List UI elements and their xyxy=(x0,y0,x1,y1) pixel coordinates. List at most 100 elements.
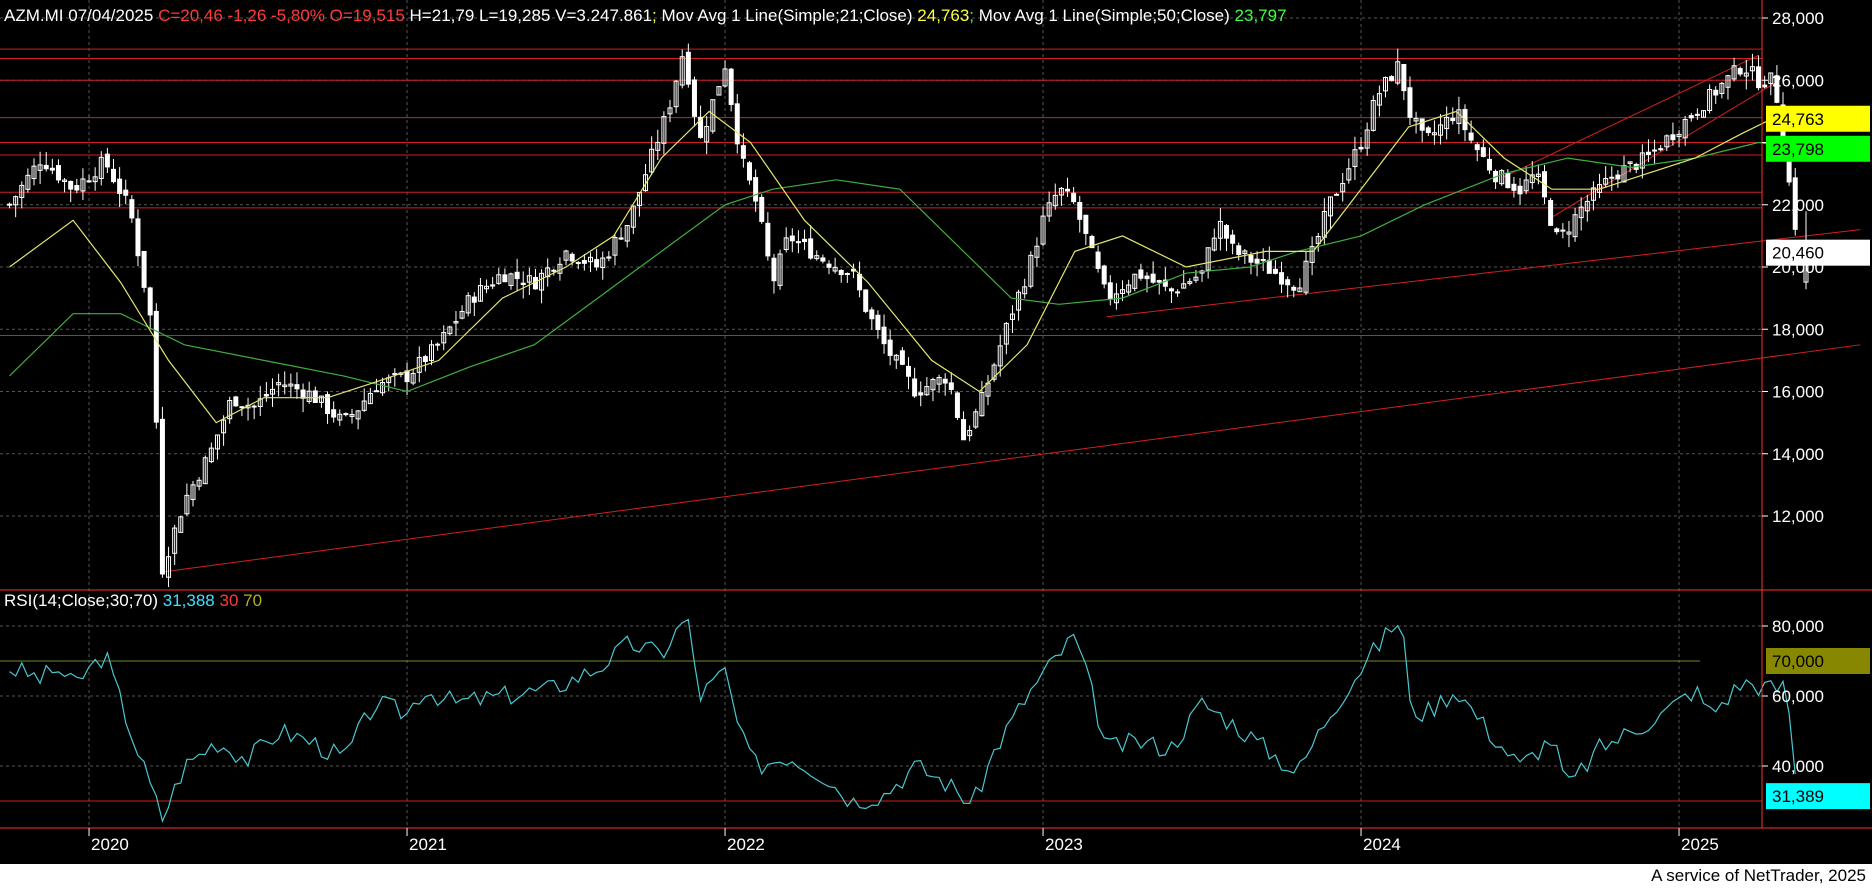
candle-body xyxy=(477,285,483,302)
header-high: H=21,79 xyxy=(410,6,475,25)
candle-body xyxy=(1181,283,1187,289)
candle-body xyxy=(404,370,410,383)
candle-body xyxy=(172,527,178,554)
candle-body xyxy=(539,272,545,291)
candle-body xyxy=(19,184,25,198)
candle-body xyxy=(1584,200,1590,212)
candle-body xyxy=(337,413,343,421)
candle-body xyxy=(68,180,74,190)
candle-body xyxy=(1609,176,1615,179)
rsi-line xyxy=(9,618,1796,823)
candle-body xyxy=(159,418,165,575)
candle-body xyxy=(1511,183,1517,191)
candle-body xyxy=(1468,132,1474,141)
candle-body xyxy=(1187,281,1193,284)
candle-body xyxy=(1028,254,1034,287)
candle-body xyxy=(1364,129,1370,149)
candle-body xyxy=(820,257,826,262)
candle-body xyxy=(435,343,441,346)
candle-body xyxy=(581,259,587,264)
candle-body xyxy=(936,376,942,385)
candle-body xyxy=(704,126,710,143)
header-change-pct: -5,80% xyxy=(271,6,325,25)
candle-body xyxy=(636,191,642,207)
candle-body xyxy=(691,79,697,117)
candle-body xyxy=(563,250,569,261)
candle-body xyxy=(600,257,606,269)
candle-body xyxy=(1694,113,1700,116)
candle-body xyxy=(98,156,104,179)
trendline xyxy=(1551,82,1775,218)
candle-body xyxy=(698,116,704,138)
rsi-tag-bg xyxy=(1766,783,1870,810)
candle-body xyxy=(1743,72,1749,77)
candle-body xyxy=(270,388,276,395)
candle-body xyxy=(1016,291,1022,311)
candle-body xyxy=(1052,194,1058,207)
candle-body xyxy=(1193,276,1199,281)
candle-body xyxy=(1272,268,1278,274)
price-tag-label: 23,798 xyxy=(1772,140,1824,159)
candle-body xyxy=(844,273,850,276)
candle-body xyxy=(1230,234,1236,244)
time-tick-label: 2021 xyxy=(409,835,447,854)
trendlines xyxy=(162,54,1861,573)
candle-body xyxy=(233,396,239,407)
price-tick-label: 22,000 xyxy=(1772,196,1824,215)
footer-credit: A service of NetTrader, 2025 xyxy=(1651,866,1866,885)
candle-body xyxy=(1266,259,1272,274)
candle-body xyxy=(1529,174,1535,184)
candle-body xyxy=(1707,89,1713,111)
candle-body xyxy=(747,162,753,181)
candle-body xyxy=(1132,273,1138,289)
candle-body xyxy=(459,310,465,319)
candle-body xyxy=(221,419,227,434)
candle-body xyxy=(349,413,355,417)
candle-body xyxy=(1150,273,1156,283)
header-close: C=20,46 xyxy=(158,6,223,25)
rsi-levels xyxy=(0,660,1762,802)
candle-body xyxy=(1309,246,1315,263)
candle-body xyxy=(1303,260,1309,293)
candle-body xyxy=(429,344,435,361)
candle-body xyxy=(1383,77,1389,92)
candle-body xyxy=(643,174,649,192)
candle-body xyxy=(1407,87,1413,118)
candle-body xyxy=(759,196,765,222)
candle-body xyxy=(361,400,367,411)
price-tag-label: 20,460 xyxy=(1772,244,1824,263)
candle-body xyxy=(178,516,184,533)
rsi-tick-label: 40,000 xyxy=(1772,757,1824,776)
header-change: -1,26 xyxy=(228,6,267,25)
time-tick-label: 2020 xyxy=(91,835,129,854)
candle-body xyxy=(1670,134,1676,141)
candle-body xyxy=(1731,65,1737,80)
candle-body xyxy=(875,314,881,331)
candle-body xyxy=(649,148,655,173)
candle-body xyxy=(551,269,557,272)
candle-body xyxy=(1315,236,1321,244)
candle-body xyxy=(1762,84,1768,88)
candle-body xyxy=(1352,149,1358,168)
candle-body xyxy=(893,354,899,361)
candle-body xyxy=(325,394,331,415)
candle-body xyxy=(795,241,801,244)
candle-body xyxy=(838,269,844,276)
candle-body xyxy=(1211,237,1217,251)
candle-body xyxy=(777,253,783,286)
candle-body xyxy=(918,392,924,396)
candle-body xyxy=(826,263,832,268)
candle-body xyxy=(1077,201,1083,220)
header-ma21-value: 24,763 xyxy=(917,6,969,25)
candle-body xyxy=(117,178,123,194)
candle-body xyxy=(312,390,318,404)
price-candles xyxy=(7,43,1809,587)
candle-body xyxy=(789,235,795,242)
candle-body xyxy=(1401,64,1407,92)
candle-body xyxy=(881,326,887,345)
candle-body xyxy=(227,400,233,420)
candle-body xyxy=(765,222,771,257)
candle-body xyxy=(380,382,386,394)
candle-body xyxy=(37,164,43,171)
candle-body xyxy=(300,389,306,399)
